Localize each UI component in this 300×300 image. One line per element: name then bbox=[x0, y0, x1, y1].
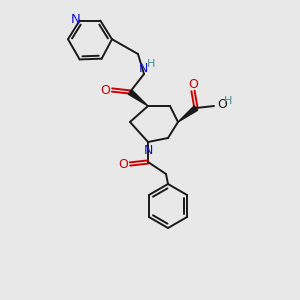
Text: N: N bbox=[143, 143, 153, 157]
Text: N: N bbox=[138, 62, 148, 76]
Text: O: O bbox=[118, 158, 128, 170]
Polygon shape bbox=[128, 90, 148, 106]
Polygon shape bbox=[178, 106, 198, 122]
Text: O: O bbox=[188, 77, 198, 91]
Text: N: N bbox=[71, 13, 80, 26]
Text: H: H bbox=[147, 59, 155, 69]
Text: O: O bbox=[100, 83, 110, 97]
Text: H: H bbox=[224, 96, 232, 106]
Text: O: O bbox=[217, 98, 227, 112]
